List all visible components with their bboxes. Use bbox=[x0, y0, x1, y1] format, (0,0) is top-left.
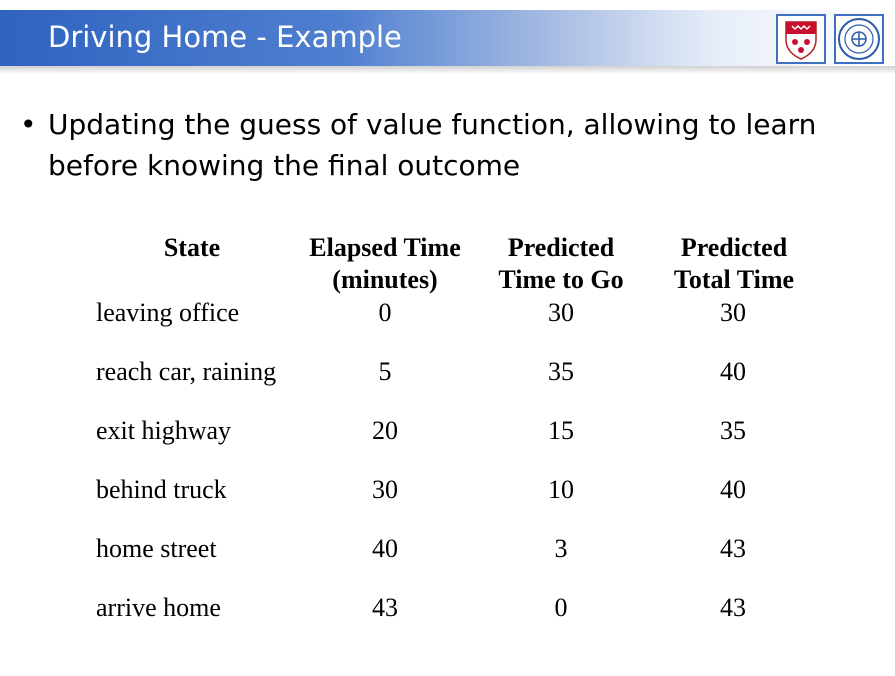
table-cell-to-go: 15 bbox=[548, 416, 574, 445]
table-cell-state: arrive home bbox=[96, 593, 221, 622]
table-cell-total: 43 bbox=[720, 593, 746, 622]
university-crest-icon bbox=[776, 14, 826, 64]
bullet-dot-icon: • bbox=[20, 108, 37, 141]
table-cell-elapsed: 0 bbox=[378, 298, 392, 327]
table-cell-state: reach car, raining bbox=[96, 357, 277, 386]
table-cell-total: 40 bbox=[720, 475, 746, 504]
column-header-state: State bbox=[152, 232, 232, 264]
header-line: Predicted bbox=[507, 233, 615, 262]
column-header-elapsed: Elapsed Time (minutes) bbox=[295, 232, 475, 296]
table-cell-to-go: 0 bbox=[554, 593, 568, 622]
table-cell-total: 30 bbox=[720, 298, 746, 327]
header-line: Total Time bbox=[673, 265, 795, 294]
slide-title: Driving Home - Example bbox=[48, 20, 402, 54]
table-cell-to-go: 10 bbox=[548, 475, 574, 504]
table-cell-state: leaving office bbox=[96, 298, 240, 327]
table-cell-state: exit highway bbox=[96, 416, 232, 445]
header-line: Elapsed Time bbox=[309, 233, 461, 262]
header-line: State bbox=[163, 233, 221, 262]
table-cell-total: 35 bbox=[720, 416, 746, 445]
table-cell-elapsed: 20 bbox=[372, 416, 398, 445]
header-line: Time to Go bbox=[498, 265, 624, 294]
university-seal-icon bbox=[834, 14, 884, 64]
table-cell-state: home street bbox=[96, 534, 217, 563]
table-cell-total: 40 bbox=[720, 357, 746, 386]
table-cell-elapsed: 5 bbox=[378, 357, 392, 386]
title-bar-shadow bbox=[0, 66, 895, 74]
table-cell-to-go: 30 bbox=[548, 298, 574, 327]
table-cell-elapsed: 40 bbox=[372, 534, 398, 563]
header-line: (minutes) bbox=[332, 265, 438, 294]
column-header-total-time: Predicted Total Time bbox=[660, 232, 808, 296]
bullet-text: Updating the guess of value function, al… bbox=[48, 108, 817, 182]
title-bar bbox=[0, 10, 895, 66]
column-header-time-to-go: Predicted Time to Go bbox=[486, 232, 636, 296]
table-cell-total: 43 bbox=[720, 534, 746, 563]
table-cell-to-go: 35 bbox=[548, 357, 574, 386]
table-cell-elapsed: 30 bbox=[372, 475, 398, 504]
table-cell-state: behind truck bbox=[96, 475, 227, 504]
table-cell-elapsed: 43 bbox=[372, 593, 398, 622]
header-line: Predicted bbox=[680, 233, 788, 262]
table-cell-to-go: 3 bbox=[554, 534, 568, 563]
